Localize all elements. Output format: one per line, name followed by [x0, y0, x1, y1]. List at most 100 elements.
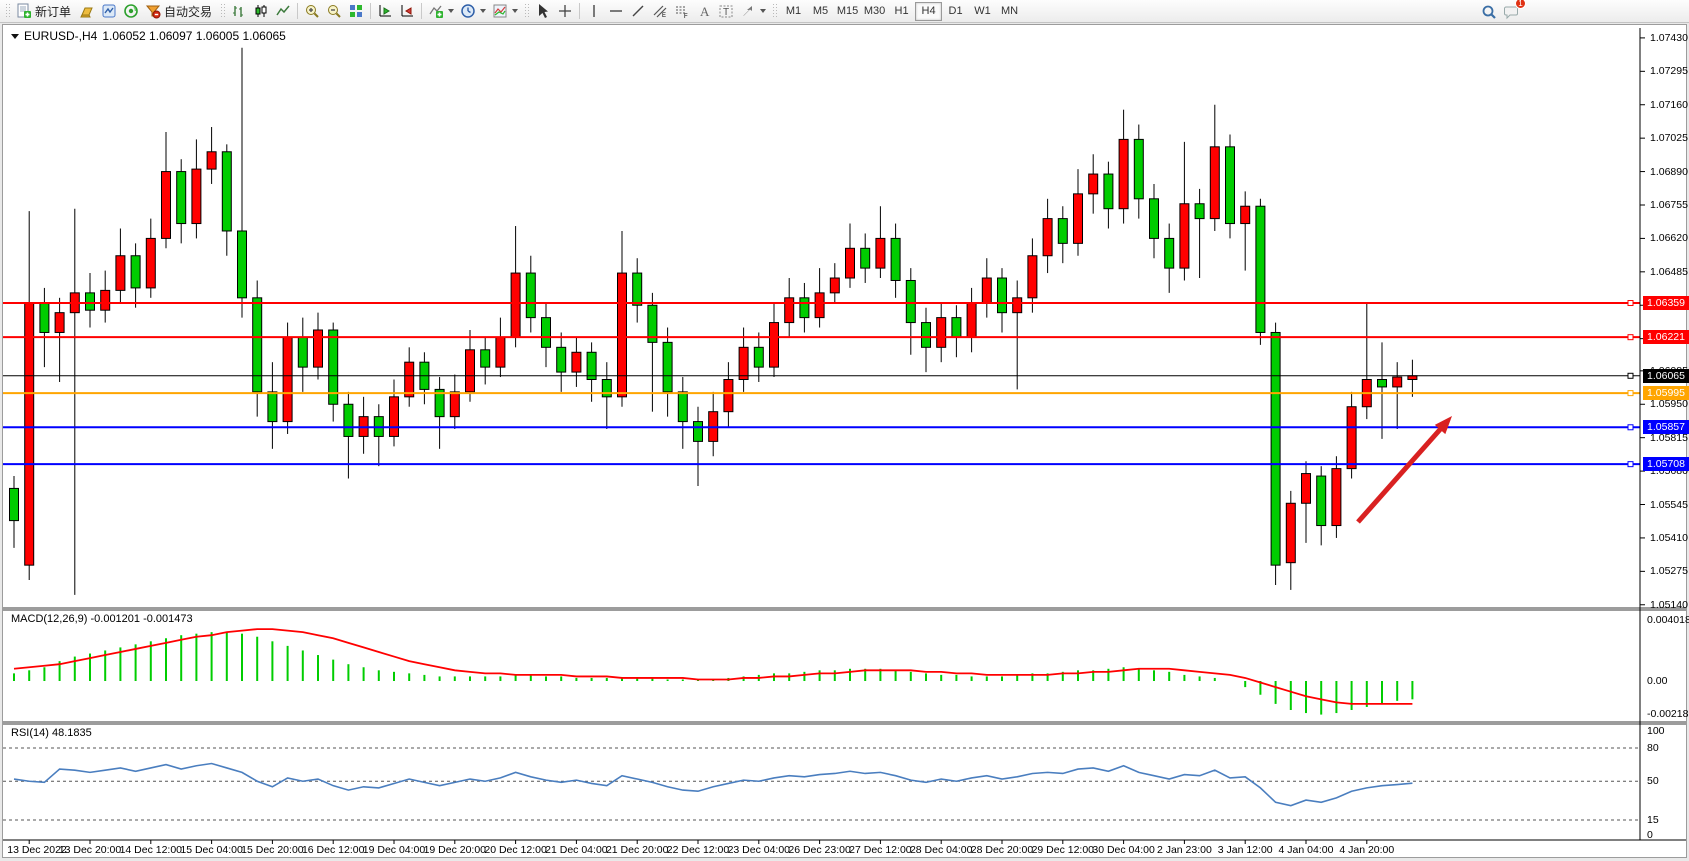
candle-body — [784, 297, 795, 324]
time-tick-label: 15 Dec 04:00 — [180, 844, 243, 856]
auto-scroll-icon — [379, 5, 392, 17]
time-tick-label: 20 Dec 12:00 — [484, 844, 547, 856]
candle-body — [100, 289, 111, 311]
price-line-handle — [1627, 334, 1634, 341]
timeframe-mn[interactable]: MN — [1000, 5, 1019, 17]
chevron-down-icon — [480, 9, 487, 13]
market-watch-button[interactable] — [76, 1, 98, 22]
svg-text:T: T — [723, 7, 729, 18]
text-label-button[interactable]: T — [715, 1, 737, 22]
toolbar-grip[interactable] — [772, 3, 778, 19]
candle-body — [860, 247, 871, 269]
chart-bars-button[interactable] — [228, 1, 250, 22]
time-tick-label: 21 Dec 20:00 — [605, 844, 669, 856]
price-tick-label: 1.05815 — [1650, 431, 1688, 444]
autotrading-label: 自动交易 — [164, 4, 213, 19]
notifications-button[interactable]: 1 — [1500, 0, 1526, 22]
time-tick-label: 13 Dec 2022 — [7, 844, 67, 856]
arrows-shapes-button[interactable] — [737, 1, 769, 22]
auto-scroll-button[interactable] — [374, 1, 396, 22]
time-tick-label: 29 Dec 12:00 — [1031, 844, 1095, 856]
macd-axis-label: -0.002189 — [1647, 708, 1689, 721]
text-button[interactable]: A — [693, 1, 715, 22]
tile-windows-button[interactable] — [345, 1, 367, 22]
indicators-button[interactable] — [425, 1, 457, 22]
horizontal-line-button[interactable] — [605, 1, 627, 22]
timeframe-w1[interactable]: W1 — [974, 5, 991, 17]
toolbar-separator — [297, 3, 299, 19]
candle-body — [1255, 205, 1266, 333]
periods-button[interactable] — [457, 1, 489, 22]
toolbar-grip[interactable] — [524, 3, 530, 19]
candle-body — [1012, 297, 1023, 314]
rsi-axis-label: 80 — [1647, 742, 1659, 754]
candle-body — [677, 391, 688, 423]
chart-canvas[interactable] — [3, 25, 1686, 857]
timeframe-m15[interactable]: M15 — [836, 5, 859, 17]
price-tick-label: 1.07295 — [1650, 65, 1688, 78]
new-order-button[interactable]: 新订单 — [13, 1, 76, 22]
candle-body — [799, 297, 810, 319]
candle-body — [966, 302, 977, 338]
candle-body — [845, 247, 855, 279]
time-tick-label: 30 Dec 04:00 — [1092, 844, 1155, 856]
signals-button[interactable] — [120, 1, 142, 22]
equidistant-channel-button[interactable]: E — [649, 1, 671, 22]
crosshair-button[interactable] — [554, 1, 576, 22]
autotrading-icon — [145, 5, 161, 19]
chart-bars-icon — [233, 6, 244, 17]
rsi-line — [13, 762, 1413, 807]
timeframe-m1[interactable]: M1 — [785, 5, 802, 17]
templates-button[interactable] — [489, 1, 521, 22]
candle-body — [1164, 237, 1175, 269]
vertical-line-icon — [593, 5, 595, 17]
chevron-down-icon — [448, 9, 455, 13]
timeframe-h1[interactable]: H1 — [894, 5, 909, 17]
trend-arrow-annotation — [1356, 421, 1448, 524]
zoom-out-button[interactable] — [323, 1, 345, 22]
time-tick-label: 26 Dec 23:00 — [788, 844, 851, 856]
timeframe-m30[interactable]: M30 — [863, 5, 886, 17]
price-tick-label: 1.05275 — [1650, 565, 1688, 578]
candle-body — [282, 336, 293, 423]
price-line-handle — [1627, 300, 1634, 307]
candle-body — [1149, 198, 1159, 239]
candle-body — [814, 292, 825, 319]
timeframe-h4[interactable]: H4 — [915, 1, 943, 21]
chevron-down-icon — [760, 9, 767, 13]
fibonacci-button[interactable]: F — [671, 1, 693, 22]
price-tick-label: 1.06755 — [1650, 198, 1688, 211]
candle-body — [434, 388, 445, 418]
toolbar-grip[interactable] — [220, 3, 226, 19]
candle-body — [1133, 138, 1144, 200]
time-tick-label: 16 Dec 12:00 — [301, 844, 365, 856]
chart-window: EURUSD-,H4 1.06052 1.06097 1.06005 1.060… — [2, 24, 1689, 858]
vertical-line-button[interactable] — [583, 1, 605, 22]
rsi-axis-label: 0 — [1647, 829, 1653, 841]
candle-body — [389, 396, 399, 437]
autotrading-button[interactable]: 自动交易 — [142, 1, 217, 22]
cursor-button[interactable] — [532, 1, 554, 22]
chart-line-button[interactable] — [272, 1, 294, 22]
text-icon: A — [700, 4, 710, 19]
trendline-button[interactable] — [627, 1, 649, 22]
time-tick-label: 14 Dec 12:00 — [119, 844, 183, 856]
timeframe-d1[interactable]: D1 — [948, 5, 963, 17]
candle-body — [1285, 502, 1296, 564]
candle-body — [1103, 173, 1114, 210]
timeframe-m5[interactable]: M5 — [812, 5, 829, 17]
new-order-label: 新订单 — [35, 4, 72, 19]
chart-title[interactable]: EURUSD-,H4 1.06052 1.06097 1.06005 1.060… — [11, 29, 286, 43]
search-button[interactable] — [1478, 1, 1500, 22]
indicators-icon — [429, 5, 444, 18]
data-window-button[interactable] — [98, 1, 120, 22]
candle-body — [449, 391, 460, 418]
chart-shift-button[interactable] — [396, 1, 418, 22]
candle-body — [480, 349, 491, 368]
macd-name: MACD(12,26,9) — [11, 613, 88, 625]
candle-body — [465, 349, 475, 393]
time-tick-label: 23 Dec 04:00 — [727, 844, 791, 856]
toolbar-grip[interactable] — [5, 3, 10, 19]
chart-candles-button[interactable] — [250, 1, 272, 22]
zoom-in-button[interactable] — [301, 1, 323, 22]
